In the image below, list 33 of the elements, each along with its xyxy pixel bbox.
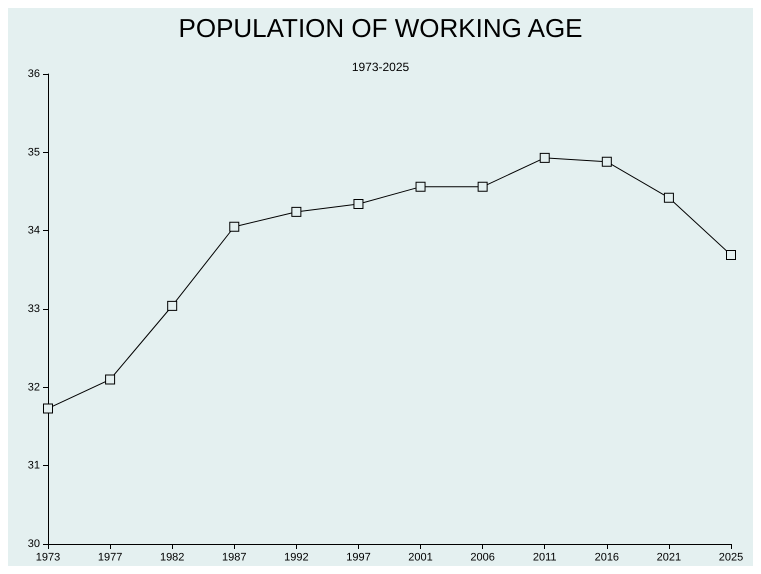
x-tick-label: 2021 xyxy=(656,552,682,564)
point xyxy=(291,206,302,217)
chart-subtitle: 1973-2025 xyxy=(352,60,410,74)
x-tick-label: 2011 xyxy=(532,552,557,564)
x-tick-label: 2025 xyxy=(718,552,744,564)
x-tick-label: 2016 xyxy=(594,552,620,564)
chart-title: POPULATION OF WORKING AGE xyxy=(178,13,583,43)
point xyxy=(167,300,178,311)
y-tick-label: 35 xyxy=(28,146,40,158)
point xyxy=(105,374,116,384)
point xyxy=(353,199,364,210)
y-tick-label: 34 xyxy=(28,224,40,237)
point xyxy=(540,152,550,163)
point xyxy=(229,222,240,232)
x-tick-label: 1982 xyxy=(160,552,184,564)
x-tick-label: 1987 xyxy=(222,552,247,564)
point xyxy=(416,182,426,192)
point xyxy=(43,403,53,414)
x-tick-label: 2006 xyxy=(470,552,495,564)
point xyxy=(478,182,488,192)
point xyxy=(664,192,674,203)
x-tick-label: 2001 xyxy=(408,552,433,564)
x-tick-label: 1997 xyxy=(346,552,371,564)
y-tick-label: 32 xyxy=(28,381,40,394)
point xyxy=(602,156,612,167)
point xyxy=(726,250,736,260)
x-tick-label: 1977 xyxy=(98,552,122,564)
y-tick-label: 30 xyxy=(28,538,40,550)
y-tick-label: 31 xyxy=(28,460,40,472)
y-tick-label: 33 xyxy=(28,303,40,315)
y-tick-label: 36 xyxy=(28,68,40,80)
x-tick-label: 1992 xyxy=(284,552,309,564)
x-tick-label: 1973 xyxy=(36,552,60,564)
